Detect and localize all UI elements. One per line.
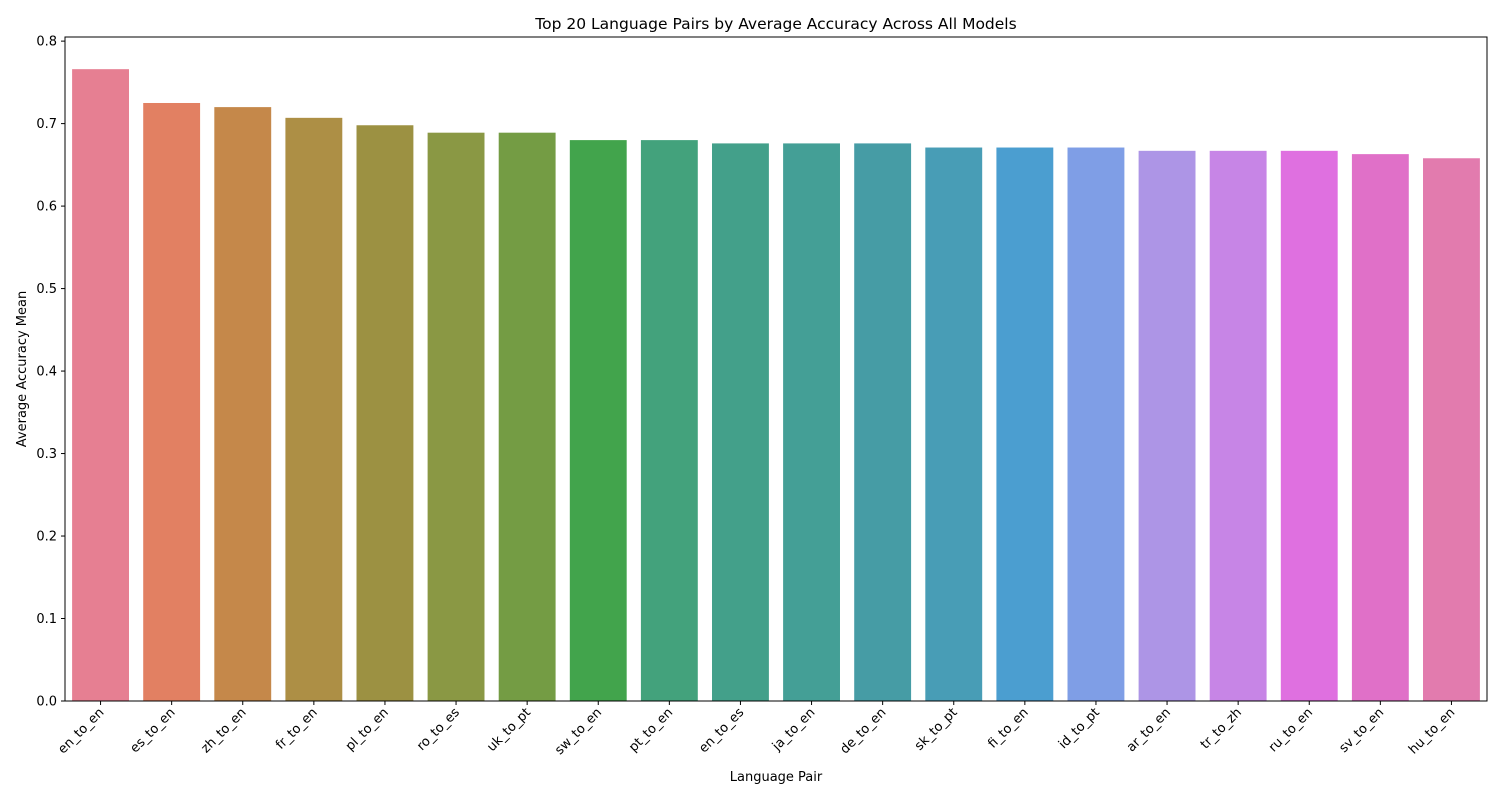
bar-sk_to_pt — [925, 147, 983, 702]
x-tick-label: fr_to_en — [273, 705, 321, 753]
x-axis: en_to_en es_to_en zh_to_en fr_to_en pl_to_en… — [55, 701, 1458, 758]
bar-ru_to_en — [1280, 150, 1338, 702]
x-tick-label: tr_to_zh — [1198, 705, 1245, 752]
bar-en_to_es — [712, 143, 769, 701]
y-axis: 0.0 0.1 0.2 0.3 0.4 0.5 0.6 0.7 0.8 — [36, 35, 65, 710]
x-tick-label: ru_to_en — [1266, 705, 1316, 755]
bar-hu_to_en — [1423, 158, 1480, 701]
y-tick-label: 0.7 — [36, 117, 57, 132]
x-tick-label: uk_to_pt — [484, 705, 534, 755]
bar-de_to_en — [854, 143, 912, 701]
bar-ro_to_es — [427, 132, 485, 701]
bar-sw_to_en — [569, 140, 627, 701]
bar-tr_to_zh — [1209, 150, 1267, 702]
x-tick-label: ar_to_en — [1124, 705, 1174, 755]
x-tick-label: zh_to_en — [198, 705, 249, 756]
x-tick-label: en_to_en — [55, 705, 107, 757]
y-tick-label: 0.8 — [36, 35, 57, 50]
x-tick-label: sv_to_en — [1336, 705, 1387, 756]
x-tick-label: en_to_es — [696, 705, 747, 756]
plot-frame — [64, 36, 1488, 702]
x-tick-label: hu_to_en — [1406, 705, 1458, 757]
y-tick-label: 0.2 — [36, 530, 57, 545]
bar-ja_to_en — [783, 143, 840, 701]
bar-fr_to_en — [285, 117, 343, 702]
bar-es_to_en — [143, 102, 201, 702]
x-axis-label: Language Pair — [730, 770, 823, 785]
bar-zh_to_en — [214, 107, 272, 701]
bar-fi_to_en — [996, 147, 1054, 702]
y-tick-label: 0.6 — [36, 200, 57, 215]
bars-layer — [72, 69, 1480, 702]
bar-pl_to_en — [356, 125, 414, 702]
x-tick-label: fi_to_en — [985, 705, 1031, 751]
y-axis-label: Average Accuracy Mean — [15, 291, 30, 447]
bar-uk_to_pt — [498, 132, 556, 701]
x-tick-label: de_to_en — [837, 705, 889, 757]
x-tick-label: es_to_en — [128, 705, 179, 756]
chart-title: Top 20 Language Pairs by Average Accurac… — [534, 15, 1016, 33]
y-tick-label: 0.1 — [36, 612, 57, 627]
bar-id_to_pt — [1067, 147, 1125, 702]
bar-ar_to_en — [1138, 150, 1196, 702]
x-tick-label: sk_to_pt — [912, 705, 961, 754]
y-tick-label: 0.0 — [36, 695, 57, 710]
x-tick-label: ro_to_es — [414, 705, 463, 754]
y-tick-label: 0.5 — [36, 282, 57, 297]
x-tick-label: pt_to_en — [626, 705, 676, 755]
x-tick-label: id_to_pt — [1056, 705, 1103, 752]
y-tick-label: 0.3 — [36, 447, 57, 462]
x-tick-label: sw_to_en — [552, 705, 605, 758]
bar-sv_to_en — [1351, 154, 1409, 702]
bar-pt_to_en — [640, 140, 698, 701]
x-tick-label: ja_to_en — [769, 705, 818, 754]
bar-en_to_en — [72, 69, 129, 701]
y-tick-label: 0.4 — [36, 365, 57, 380]
x-tick-label: pl_to_en — [343, 705, 392, 754]
